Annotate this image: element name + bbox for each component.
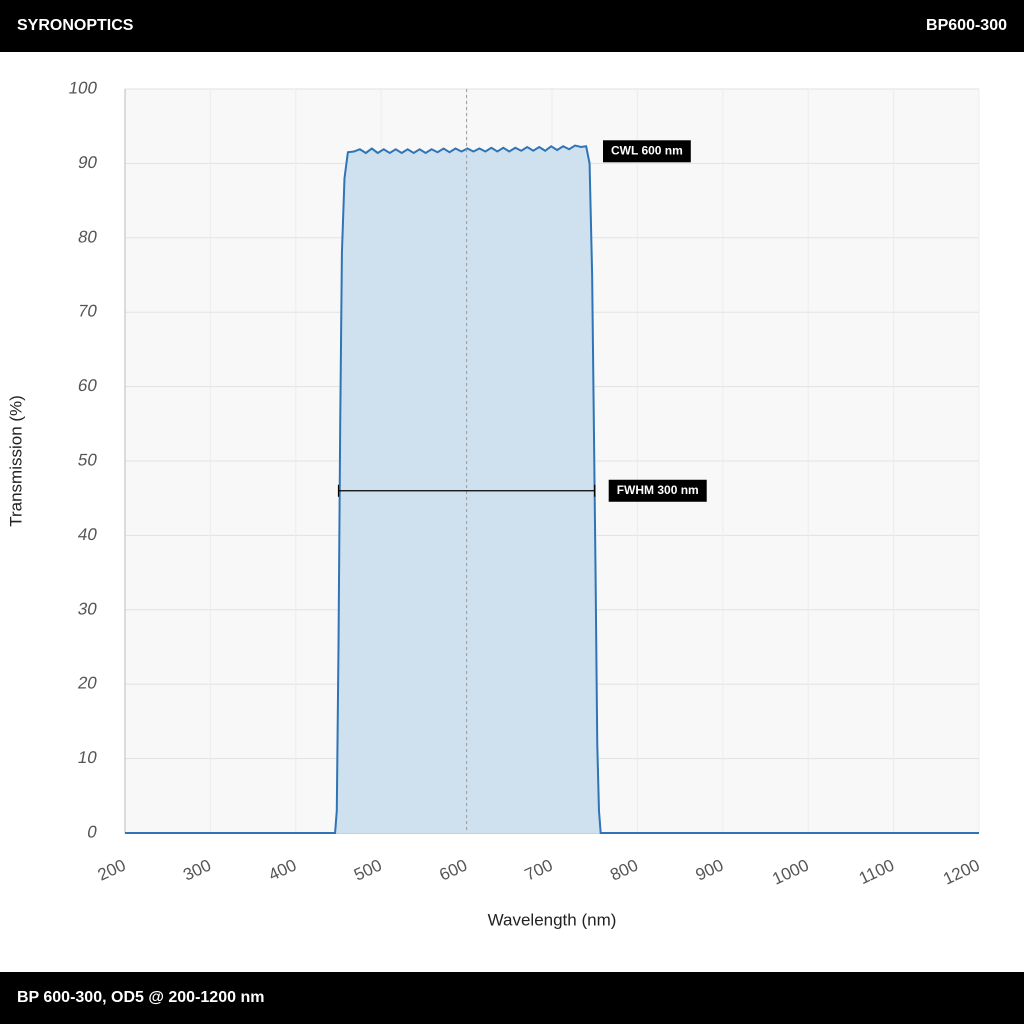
y-tick-label: 10 [76, 747, 98, 767]
x-tick-label: 300 [180, 855, 214, 884]
x-tick-label: 800 [607, 855, 641, 884]
x-tick-label: 200 [95, 855, 129, 884]
brand: SYRONOPTICS [17, 17, 134, 34]
x-tick-label: 400 [266, 855, 300, 884]
y-tick-label: 40 [76, 524, 98, 544]
y-tick-label: 90 [77, 152, 99, 172]
line [125, 144, 979, 834]
y-tick-label: 30 [76, 598, 98, 618]
x-tick-label: 500 [351, 855, 385, 884]
y-tick-label: 20 [76, 673, 98, 693]
annotation: CWL 600 nm [603, 140, 691, 163]
header: SYRONOPTICS BP600-300 [0, 0, 1024, 52]
x-tick-label: 900 [693, 855, 727, 884]
annotation-bg [603, 140, 691, 163]
y-tick-label: 100 [67, 78, 99, 98]
annotation-label: FWHM 300 nm [617, 483, 699, 497]
annotation-label: CWL 600 nm [611, 143, 683, 157]
model: BP600-300 [926, 17, 1007, 34]
x-tick-label: 1200 [940, 855, 982, 888]
annotation-bg [608, 479, 707, 502]
x-tick-label: 700 [522, 855, 556, 884]
y-tick-label: 60 [76, 375, 98, 395]
chart: 0 10 20 30 40 50 60 70 80 90 100 200 300 400 500 600 700… [6, 78, 982, 930]
annotation: FWHM 300 nm [608, 479, 707, 502]
x-axis-label: Wavelength (nm) [488, 910, 617, 929]
x-tick-label: 600 [436, 855, 470, 884]
y-tick-label: 70 [77, 301, 99, 321]
y-tick-label: 80 [77, 226, 99, 246]
footer: BP 600-300, OD5 @ 200-1200 nm [0, 972, 1024, 1024]
x-tick-label: 1100 [856, 855, 897, 888]
y-tick-label: 50 [76, 450, 98, 470]
x-tick-label: 1000 [769, 855, 811, 888]
footer-text: BP 600-300, OD5 @ 200-1200 nm [17, 989, 265, 1006]
y-tick-label: 0 [86, 822, 99, 842]
y-axis-label: Transmission (%) [6, 395, 25, 527]
